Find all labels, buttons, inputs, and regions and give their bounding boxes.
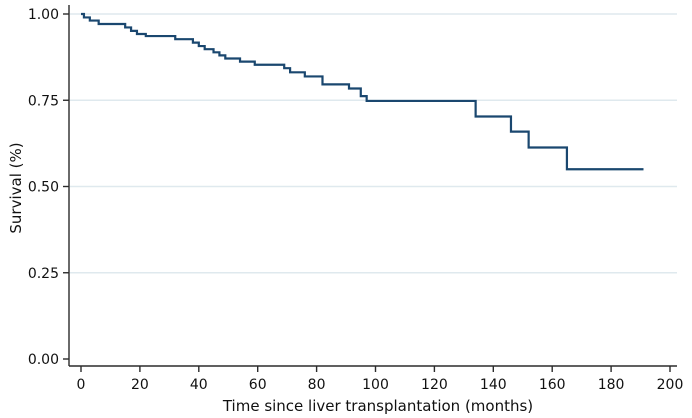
survival-step-line (81, 12, 644, 171)
x-tick-label: 40 (190, 377, 208, 393)
x-tick-label: 140 (480, 377, 507, 393)
y-tick-label: 0.00 (28, 352, 59, 368)
y-tick-label: 0.75 (28, 93, 59, 109)
gridlines (70, 13, 677, 274)
axes (68, 5, 677, 367)
x-tick-label: 0 (77, 377, 86, 393)
x-tick-label: 160 (539, 377, 566, 393)
x-tick-label: 200 (657, 377, 684, 393)
y-tick-label: 0.50 (28, 180, 59, 196)
survival-curve (81, 12, 644, 171)
x-tick-label: 120 (421, 377, 448, 393)
y-tick-label: 0.25 (28, 266, 59, 282)
x-axis-title: Time since liver transplantation (months… (222, 397, 533, 415)
x-tick-label: 100 (362, 377, 389, 393)
tick-marks (63, 13, 671, 372)
x-tick-label: 180 (598, 377, 625, 393)
x-tick-label: 60 (249, 377, 267, 393)
x-tick-label: 80 (308, 377, 326, 393)
x-tick-label: 20 (131, 377, 149, 393)
y-tick-label: 1.00 (28, 7, 59, 23)
y-axis-title: Survival (%) (7, 142, 25, 233)
tick-labels: 0.00 0.25 0.50 0.75 1.00 0 20 40 60 80 100 120 140 16… (28, 7, 684, 393)
